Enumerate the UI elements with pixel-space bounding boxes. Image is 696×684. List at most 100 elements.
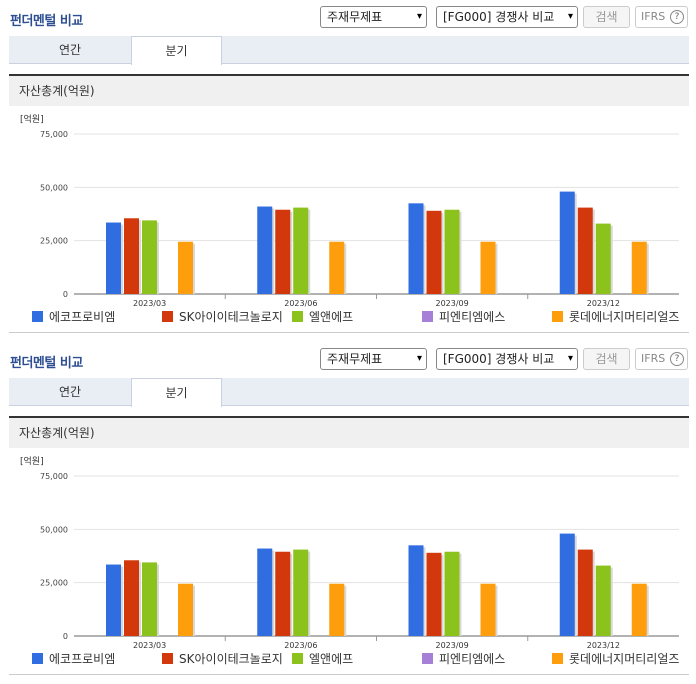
legend-label: SK아이이테크놀로지 <box>179 652 283 666</box>
divider <box>9 332 689 333</box>
fundamental-panel-1: 펀더멘털 비교 주재무제표 ▾ [FG000] 경쟁사 비교 ▾ 검색 IFRS? … <box>0 6 696 333</box>
bar <box>106 564 121 636</box>
bar <box>426 552 442 636</box>
bar <box>480 583 496 636</box>
legend-item[interactable]: 엘앤에프 <box>292 309 353 325</box>
chart-subhead: 자산총계(억원) <box>9 76 689 106</box>
chevron-down-icon: ▾ <box>567 353 573 364</box>
legend-swatch <box>32 653 43 664</box>
legend-item[interactable]: 피엔티엠에스 <box>422 651 505 667</box>
legend-label: 에코프로비엠 <box>49 652 116 666</box>
bar <box>559 191 575 294</box>
asset-chart: [억원] 0 25,000 50,000 75,000 2023/03 2023/06 202… <box>0 450 696 650</box>
competitor-select-value: [FG000] 경쟁사 비교 <box>443 352 555 366</box>
legend-item[interactable]: 피엔티엠에스 <box>422 309 505 325</box>
bar <box>293 549 309 636</box>
ifrs-button[interactable]: IFRS? <box>635 348 688 370</box>
legend-item[interactable]: SK아이이테크놀로지 <box>162 309 283 325</box>
question-circle-icon[interactable]: ? <box>670 10 684 24</box>
question-circle-icon[interactable]: ? <box>670 352 684 366</box>
bar <box>275 551 291 636</box>
legend-swatch <box>422 653 433 664</box>
bar <box>142 220 157 294</box>
legend-swatch <box>32 311 43 322</box>
bar <box>124 560 139 636</box>
panel-title: 펀더멘털 비교 <box>10 356 83 371</box>
y-tick-label: 25,000 <box>40 237 68 246</box>
tab-annual[interactable]: 연간 <box>58 43 82 57</box>
tab-quarterly[interactable]: 분기 <box>131 378 222 407</box>
statement-select-value: 주재무제표 <box>327 352 383 366</box>
x-tick-label: 2023/03 <box>133 641 166 650</box>
divider <box>9 74 689 76</box>
period-tabs: 연간 분기 <box>9 378 689 407</box>
legend-label: 롯데에너지머티리얼즈 <box>569 652 680 666</box>
competitor-select-value: [FG000] 경쟁사 비교 <box>443 10 555 24</box>
ifrs-button[interactable]: IFRS? <box>635 6 688 28</box>
legend-item[interactable]: 에코프로비엠 <box>32 651 115 667</box>
legend-item[interactable]: 에코프로비엠 <box>32 309 115 325</box>
bar <box>444 209 460 294</box>
divider <box>9 674 689 675</box>
bar <box>595 223 611 294</box>
bar <box>106 222 121 294</box>
legend-label: 엘앤에프 <box>309 652 354 666</box>
period-tabs: 연간 분기 <box>9 36 689 65</box>
search-button[interactable]: 검색 <box>583 348 630 370</box>
bar <box>329 241 345 294</box>
chevron-down-icon: ▾ <box>567 11 573 22</box>
legend-label: 롯데에너지머티리얼즈 <box>569 310 680 324</box>
bar <box>631 241 647 294</box>
legend-label: 에코프로비엠 <box>49 310 116 324</box>
bar <box>142 562 157 636</box>
x-tick-label: 2023/06 <box>284 299 317 308</box>
chart-legend: 에코프로비엠 SK아이이테크놀로지 엘앤에프 피엔티엠에스 롯데에너지머티리얼즈 <box>32 651 692 667</box>
bar <box>408 545 424 636</box>
legend-item[interactable]: SK아이이테크놀로지 <box>162 651 283 667</box>
bar <box>124 218 139 294</box>
x-tick-label: 2023/09 <box>436 641 469 650</box>
y-tick-label: 0 <box>63 632 68 641</box>
legend-swatch <box>552 653 563 664</box>
chart-subhead: 자산총계(억원) <box>9 418 689 448</box>
y-tick-label: 75,000 <box>40 472 68 481</box>
legend-label: SK아이이테크놀로지 <box>179 310 283 324</box>
chart-svg: [억원] 0 25,000 50,000 75,000 2023/03 2023/06 202… <box>20 455 679 650</box>
tab-quarterly[interactable]: 분기 <box>131 36 222 65</box>
legend-swatch <box>292 653 303 664</box>
bar <box>408 203 424 294</box>
panel-title: 펀더멘털 비교 <box>10 14 83 29</box>
statement-select[interactable]: 주재무제표 ▾ <box>320 348 427 370</box>
x-tick-label: 2023/12 <box>587 641 620 650</box>
x-tick-label: 2023/06 <box>284 641 317 650</box>
bar <box>178 241 193 294</box>
ifrs-label: IFRS <box>641 352 666 365</box>
legend-label: 엘앤에프 <box>309 310 354 324</box>
legend-item[interactable]: 엘앤에프 <box>292 651 353 667</box>
statement-select[interactable]: 주재무제표 ▾ <box>320 6 427 28</box>
x-tick-label: 2023/03 <box>133 299 166 308</box>
legend-swatch <box>162 653 173 664</box>
fundamental-panel-2: 펀더멘털 비교 주재무제표 ▾ [FG000] 경쟁사 비교 ▾ 검색 IFRS? … <box>0 342 696 684</box>
bar <box>257 206 273 294</box>
divider <box>9 416 689 418</box>
y-tick-label: 50,000 <box>40 525 68 534</box>
chevron-down-icon: ▾ <box>416 353 422 364</box>
tab-annual[interactable]: 연간 <box>58 385 82 399</box>
bar <box>559 533 575 636</box>
y-tick-label: 0 <box>63 290 68 299</box>
competitor-select[interactable]: [FG000] 경쟁사 비교 ▾ <box>436 348 578 370</box>
ifrs-label: IFRS <box>641 10 666 23</box>
bar <box>480 241 496 294</box>
unit-label: [억원] <box>20 113 44 125</box>
bar <box>595 565 611 636</box>
x-tick-label: 2023/09 <box>436 299 469 308</box>
chart-svg: [억원] 0 25,000 50,000 75,000 2023/03 2023/06 202… <box>20 113 679 308</box>
bar <box>631 583 647 636</box>
bar <box>426 210 442 294</box>
competitor-select[interactable]: [FG000] 경쟁사 비교 ▾ <box>436 6 578 28</box>
legend-item[interactable]: 롯데에너지머티리얼즈 <box>552 309 679 325</box>
asset-chart: [억원] 0 25,000 50,000 75,000 2023/03 2023/06 202… <box>0 108 696 308</box>
search-button[interactable]: 검색 <box>583 6 630 28</box>
legend-item[interactable]: 롯데에너지머티리얼즈 <box>552 651 679 667</box>
